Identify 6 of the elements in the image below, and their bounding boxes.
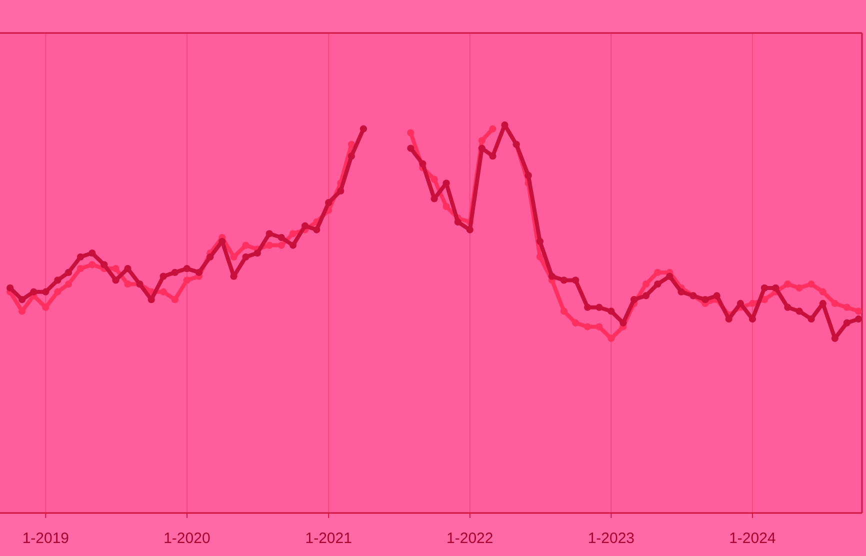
x-tick-label: 1-2021 [305,530,352,547]
x-tick-label: 1-2019 [22,530,70,547]
x-tick-label: 1-2024 [729,530,776,547]
x-tick-label: 1-2022 [446,530,494,547]
x-tick-label: 1-2023 [588,530,635,547]
x-tick-label: 1-2020 [164,530,210,547]
